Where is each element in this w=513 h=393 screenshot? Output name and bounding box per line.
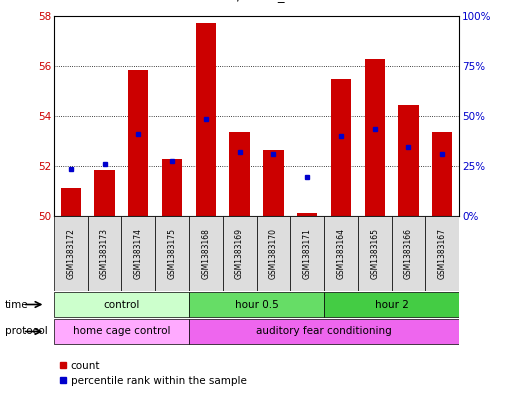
Text: control: control	[103, 299, 140, 310]
Text: GDS5157 / ILMN_2936911: GDS5157 / ILMN_2936911	[170, 0, 343, 2]
FancyBboxPatch shape	[324, 216, 358, 291]
Bar	[365, 59, 385, 216]
Text: GSM1383169: GSM1383169	[235, 228, 244, 279]
Text: hour 0.5: hour 0.5	[234, 299, 279, 310]
Bar	[331, 79, 351, 216]
Text: GSM1383172: GSM1383172	[66, 228, 75, 279]
Bar	[297, 213, 317, 216]
Bar	[162, 158, 182, 216]
Bar	[195, 24, 216, 216]
Text: GSM1383167: GSM1383167	[438, 228, 447, 279]
Bar	[398, 105, 419, 216]
Bar	[128, 70, 148, 216]
FancyBboxPatch shape	[256, 216, 290, 291]
Text: GSM1383175: GSM1383175	[168, 228, 176, 279]
FancyBboxPatch shape	[155, 216, 189, 291]
FancyBboxPatch shape	[122, 216, 155, 291]
FancyBboxPatch shape	[358, 216, 391, 291]
Bar	[263, 150, 284, 216]
FancyBboxPatch shape	[189, 319, 459, 344]
FancyBboxPatch shape	[391, 216, 425, 291]
FancyBboxPatch shape	[88, 216, 122, 291]
Text: protocol: protocol	[5, 327, 48, 336]
FancyBboxPatch shape	[54, 319, 189, 344]
FancyBboxPatch shape	[189, 216, 223, 291]
Text: GSM1383171: GSM1383171	[303, 228, 312, 279]
Legend: count, percentile rank within the sample: count, percentile rank within the sample	[59, 361, 246, 386]
Text: GSM1383173: GSM1383173	[100, 228, 109, 279]
Text: GSM1383166: GSM1383166	[404, 228, 413, 279]
FancyBboxPatch shape	[54, 292, 189, 318]
Bar	[229, 132, 250, 216]
Text: GSM1383165: GSM1383165	[370, 228, 379, 279]
FancyBboxPatch shape	[223, 216, 256, 291]
FancyBboxPatch shape	[324, 292, 459, 318]
FancyBboxPatch shape	[290, 216, 324, 291]
Bar	[432, 132, 452, 216]
FancyBboxPatch shape	[425, 216, 459, 291]
FancyBboxPatch shape	[54, 216, 88, 291]
Text: time: time	[5, 299, 29, 310]
FancyBboxPatch shape	[189, 292, 324, 318]
Text: GSM1383174: GSM1383174	[134, 228, 143, 279]
Text: GSM1383170: GSM1383170	[269, 228, 278, 279]
Bar	[94, 170, 114, 216]
Text: hour 2: hour 2	[374, 299, 408, 310]
Text: home cage control: home cage control	[73, 327, 170, 336]
Text: GSM1383168: GSM1383168	[201, 228, 210, 279]
Bar	[61, 189, 81, 216]
Text: GSM1383164: GSM1383164	[337, 228, 345, 279]
Text: auditory fear conditioning: auditory fear conditioning	[256, 327, 392, 336]
